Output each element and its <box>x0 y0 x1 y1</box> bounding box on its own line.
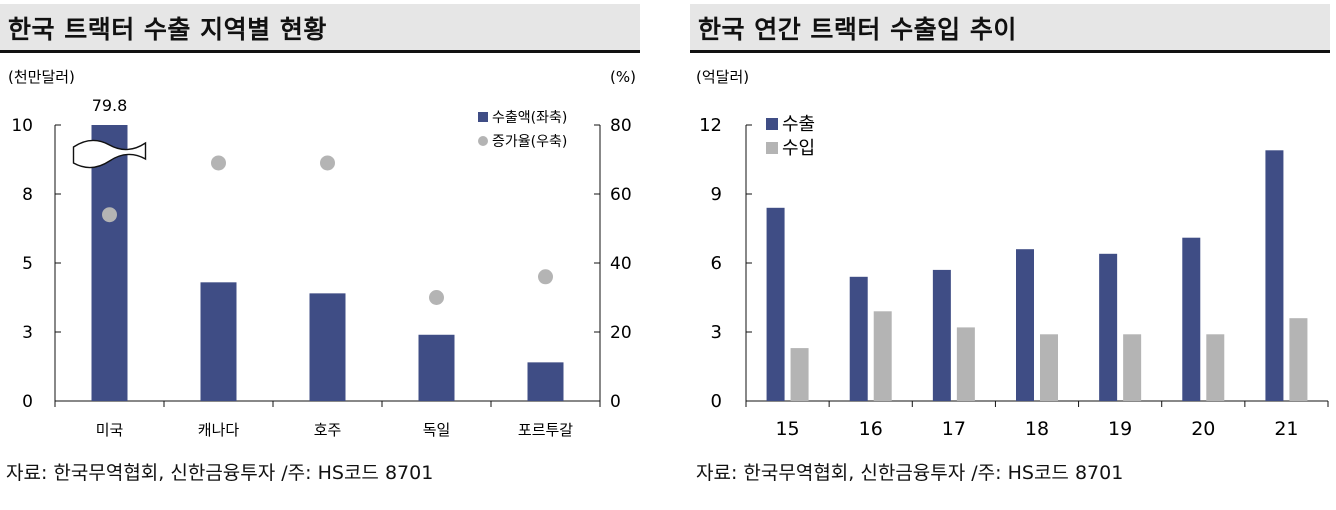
legend-swatch-growth <box>478 136 488 146</box>
x-tick-label: 18 <box>1025 418 1049 440</box>
x-tick-label: 캐나다 <box>198 421 240 439</box>
right-title-bar: 한국 연간 트랙터 수출입 추이 <box>690 4 1330 53</box>
growth-point-미국 <box>102 207 117 223</box>
export-bar-캐나다 <box>200 282 237 401</box>
right-tick-label: 60 <box>610 185 632 205</box>
x-tick-label: 21 <box>1274 418 1298 440</box>
export-bar-19 <box>1099 253 1118 401</box>
import-bar-20 <box>1206 334 1225 401</box>
legend-label-growth: 증가율(우축) <box>492 134 567 150</box>
x-tick-label: 호주 <box>314 421 342 439</box>
y-tick-label: 12 <box>699 115 722 136</box>
export-bar-21 <box>1265 150 1284 401</box>
right-y-unit: (%) <box>610 68 636 86</box>
x-tick-label: 17 <box>942 418 966 440</box>
legend-label-import: 수입 <box>782 138 815 159</box>
left-tick-label: 10 <box>11 116 33 136</box>
x-tick-label: 20 <box>1191 418 1215 440</box>
import-bar-15 <box>790 348 809 401</box>
legend-swatch-export <box>766 118 778 130</box>
growth-point-호주 <box>320 155 335 171</box>
left-tick-label: 8 <box>22 185 33 205</box>
legend-label-export: 수출 <box>782 114 815 135</box>
right-panel: 한국 연간 트랙터 수출입 추이 (억달러) 0 3 6 9 12 15 16 17 18 19 20… <box>690 0 1330 494</box>
y-tick-label: 6 <box>711 253 722 274</box>
export-bar-독일 <box>418 334 455 401</box>
right-tick-label: 0 <box>610 392 621 412</box>
y-tick-label: 9 <box>711 184 722 205</box>
export-bar-15 <box>766 207 785 401</box>
x-tick-label: 15 <box>775 418 799 440</box>
export-bar-미국 <box>91 125 128 401</box>
export-bar-16 <box>849 276 868 401</box>
right-chart-title: 한국 연간 트랙터 수출입 추이 <box>698 15 1017 44</box>
legend-label-export: 수출액(좌축) <box>492 110 567 126</box>
growth-point-독일 <box>429 290 444 305</box>
import-bar-19 <box>1123 334 1142 401</box>
import-bar-16 <box>873 311 892 401</box>
export-bar-20 <box>1182 237 1201 401</box>
left-source-note: 자료: 한국무역협회, 신한금융투자 /주: HS코드 8701 <box>6 462 434 484</box>
x-tick-label: 미국 <box>96 421 124 439</box>
x-tick-label: 16 <box>859 418 883 440</box>
growth-point-포르투갈 <box>538 269 553 285</box>
export-bar-17 <box>932 269 951 401</box>
right-tick-label: 80 <box>610 116 632 136</box>
left-title-bar: 한국 트랙터 수출 지역별 현황 <box>0 4 640 53</box>
right-tick-label: 20 <box>610 323 632 343</box>
import-bar-21 <box>1289 318 1308 401</box>
y-unit: (억달러) <box>696 68 749 86</box>
import-bar-18 <box>1040 334 1058 401</box>
export-bar-호주 <box>309 293 346 401</box>
left-tick-label: 3 <box>22 323 33 343</box>
legend-swatch-export <box>478 112 488 122</box>
export-bar-포르투갈 <box>527 362 564 401</box>
left-y-unit: (천만달러) <box>8 68 75 86</box>
right-tick-label: 40 <box>610 254 632 274</box>
data-label: 79.8 <box>92 96 128 115</box>
legend-swatch-import <box>766 142 778 154</box>
left-panel: 한국 트랙터 수출 지역별 현황 (천만달러) (%) 0 3 5 8 10 0 20 40 60 8… <box>0 0 640 494</box>
left-chart-title: 한국 트랙터 수출 지역별 현황 <box>8 15 327 44</box>
y-tick-label: 3 <box>711 322 722 343</box>
axis-break-marker <box>72 139 147 169</box>
export-bar-18 <box>1016 249 1034 401</box>
x-tick-label: 포르투갈 <box>518 421 573 439</box>
left-tick-label: 0 <box>22 392 33 412</box>
x-tick-label: 19 <box>1108 418 1132 440</box>
left-tick-label: 5 <box>22 254 33 274</box>
x-tick-label: 독일 <box>423 421 451 439</box>
y-tick-label: 0 <box>711 391 722 412</box>
import-bar-17 <box>956 327 975 401</box>
left-chart: (천만달러) (%) 0 3 5 8 10 0 20 40 60 80 미국 캐나다 호주 독일 포르투갈 79.… <box>8 68 636 439</box>
right-source-note: 자료: 한국무역협회, 신한금융투자 /주: HS코드 8701 <box>696 462 1124 484</box>
growth-point-캐나다 <box>211 155 226 171</box>
